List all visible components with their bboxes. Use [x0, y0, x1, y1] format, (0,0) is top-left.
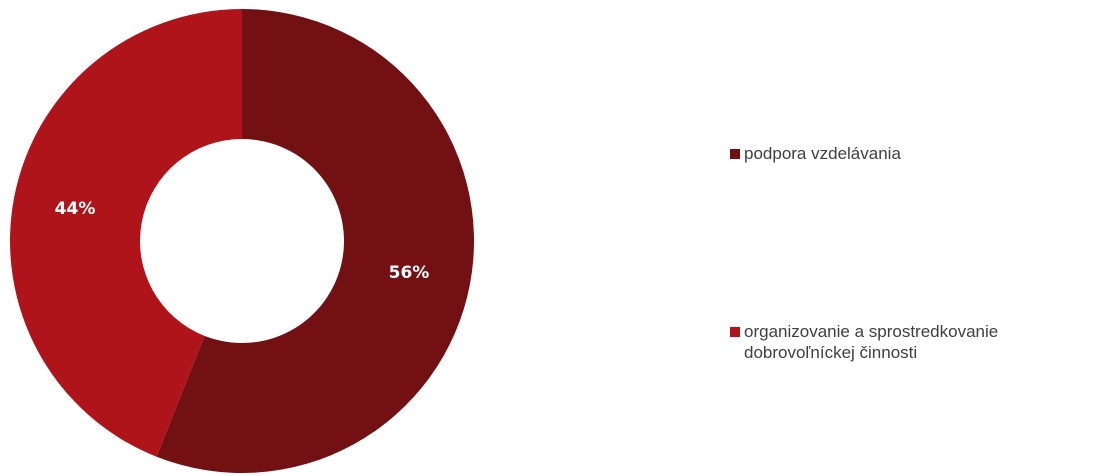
slice-label-1: 44%	[55, 199, 96, 219]
legend-item-organizovanie: organizovanie a sprostredkovanie dobrovo…	[730, 321, 1102, 363]
slice-label-0: 56%	[389, 263, 430, 283]
legend-label: organizovanie a sprostredkovanie dobrovo…	[744, 322, 999, 362]
legend-label: podpora vzdelávania	[744, 144, 901, 163]
donut-slice-0	[156, 9, 475, 473]
legend-item-podpora-vzdelavania: podpora vzdelávania	[730, 143, 901, 164]
legend-swatch	[730, 327, 740, 337]
donut-slice-1	[9, 9, 242, 457]
legend-swatch	[730, 149, 740, 159]
